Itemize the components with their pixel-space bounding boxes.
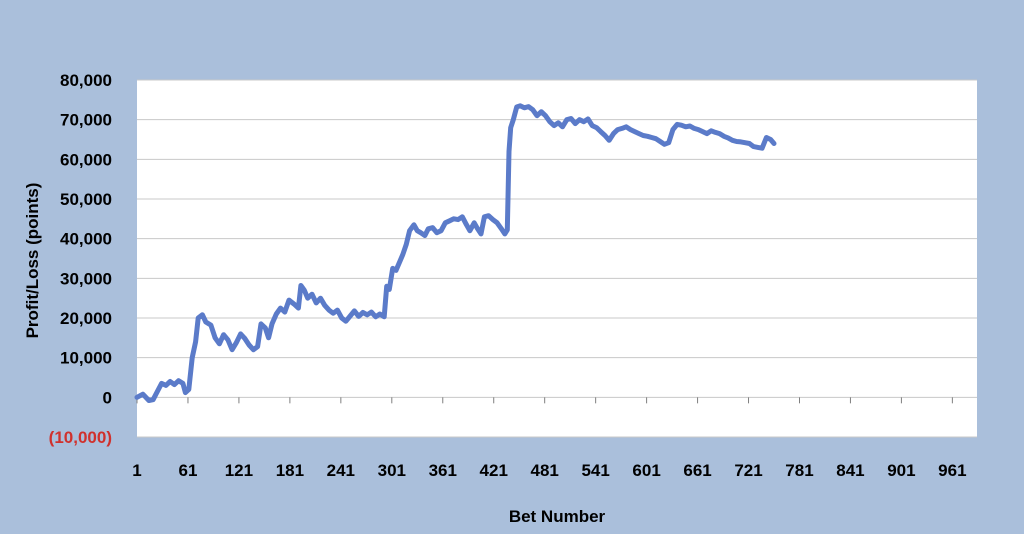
profit-loss-line [134, 103, 777, 403]
y-tick-label: 0 [103, 388, 112, 407]
x-tick-label: 901 [887, 461, 915, 480]
x-tick-label: 781 [785, 461, 813, 480]
y-tick-labels: 80,000 70,000 60,000 50,000 40,000 30,000 20,0… [49, 71, 112, 447]
y-tick-label: (10,000) [49, 428, 112, 447]
x-tick-label: 361 [429, 461, 457, 480]
x-tick-label: 721 [734, 461, 762, 480]
x-tick-label: 601 [632, 461, 660, 480]
x-tick-label: 301 [378, 461, 406, 480]
plot-area [137, 80, 977, 437]
y-tick-label: 30,000 [60, 269, 112, 288]
x-tick-label: 661 [683, 461, 711, 480]
y-tick-label: 50,000 [60, 190, 112, 209]
x-axis-title: Bet Number [509, 507, 606, 526]
x-tick-label: 541 [581, 461, 609, 480]
x-tick-label: 181 [276, 461, 304, 480]
x-tick-label: 481 [530, 461, 558, 480]
x-tick-label: 841 [836, 461, 864, 480]
grid-lines [137, 79, 977, 438]
y-axis-title: Profit/Loss (points) [23, 183, 42, 339]
x-tick-label: 241 [327, 461, 355, 480]
y-tick-label: 80,000 [60, 71, 112, 90]
x-tick-labels: 1 61 121 181 241 301 361 421 481 541 601 661 721 781 8… [132, 461, 966, 480]
y-tick-label: 10,000 [60, 349, 112, 368]
y-tick-label: 70,000 [60, 111, 112, 130]
x-tick-marks [136, 397, 953, 404]
x-tick-label: 61 [178, 461, 197, 480]
x-tick-label: 121 [225, 461, 253, 480]
x-tick-label: 421 [480, 461, 508, 480]
y-tick-label: 60,000 [60, 150, 112, 169]
y-tick-label: 40,000 [60, 230, 112, 249]
x-tick-label: 961 [938, 461, 966, 480]
x-tick-label: 1 [132, 461, 141, 480]
y-tick-label: 20,000 [60, 309, 112, 328]
